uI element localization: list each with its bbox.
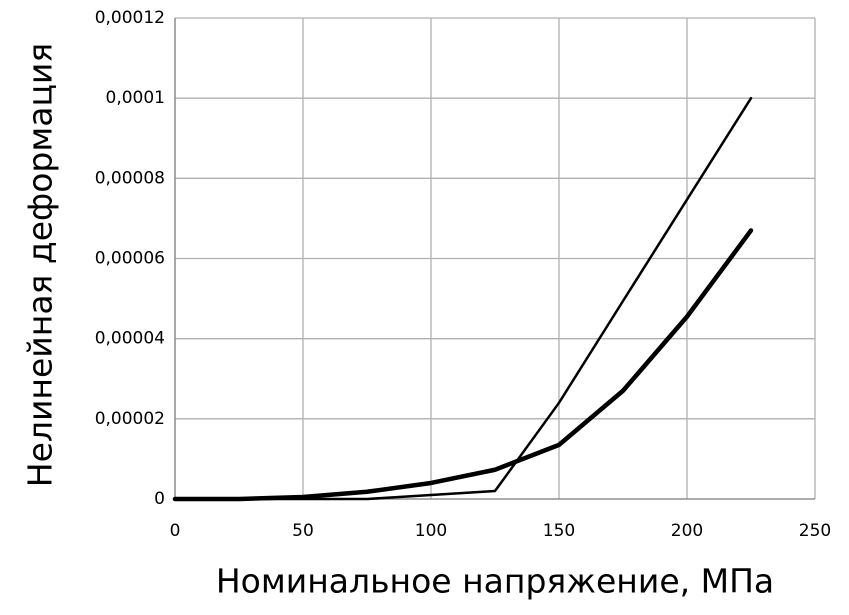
y-tick-label: 0,00012: [95, 8, 165, 28]
y-tick-label: 0,00006: [95, 249, 165, 269]
series-line: [173, 96, 753, 501]
y-tick-label: 0,00008: [95, 168, 165, 188]
y-tick-label: 0: [154, 489, 165, 509]
x-tick-label: 150: [543, 521, 575, 541]
y-tick-label: 0,00004: [95, 329, 165, 349]
y-tick-label: 0,0001: [106, 88, 165, 108]
y-axis-title: Нелинейная деформация: [21, 43, 60, 487]
x-tick-label: 50: [292, 521, 314, 541]
series-line: [172, 228, 754, 502]
x-tick-label: 0: [170, 521, 181, 541]
y-tick-label: 0,00002: [95, 409, 165, 429]
x-axis-title: Номинальное напряжение, МПа: [216, 562, 774, 601]
x-tick-label: 100: [415, 521, 447, 541]
x-tick-label: 250: [799, 521, 831, 541]
x-tick-label: 200: [671, 521, 703, 541]
